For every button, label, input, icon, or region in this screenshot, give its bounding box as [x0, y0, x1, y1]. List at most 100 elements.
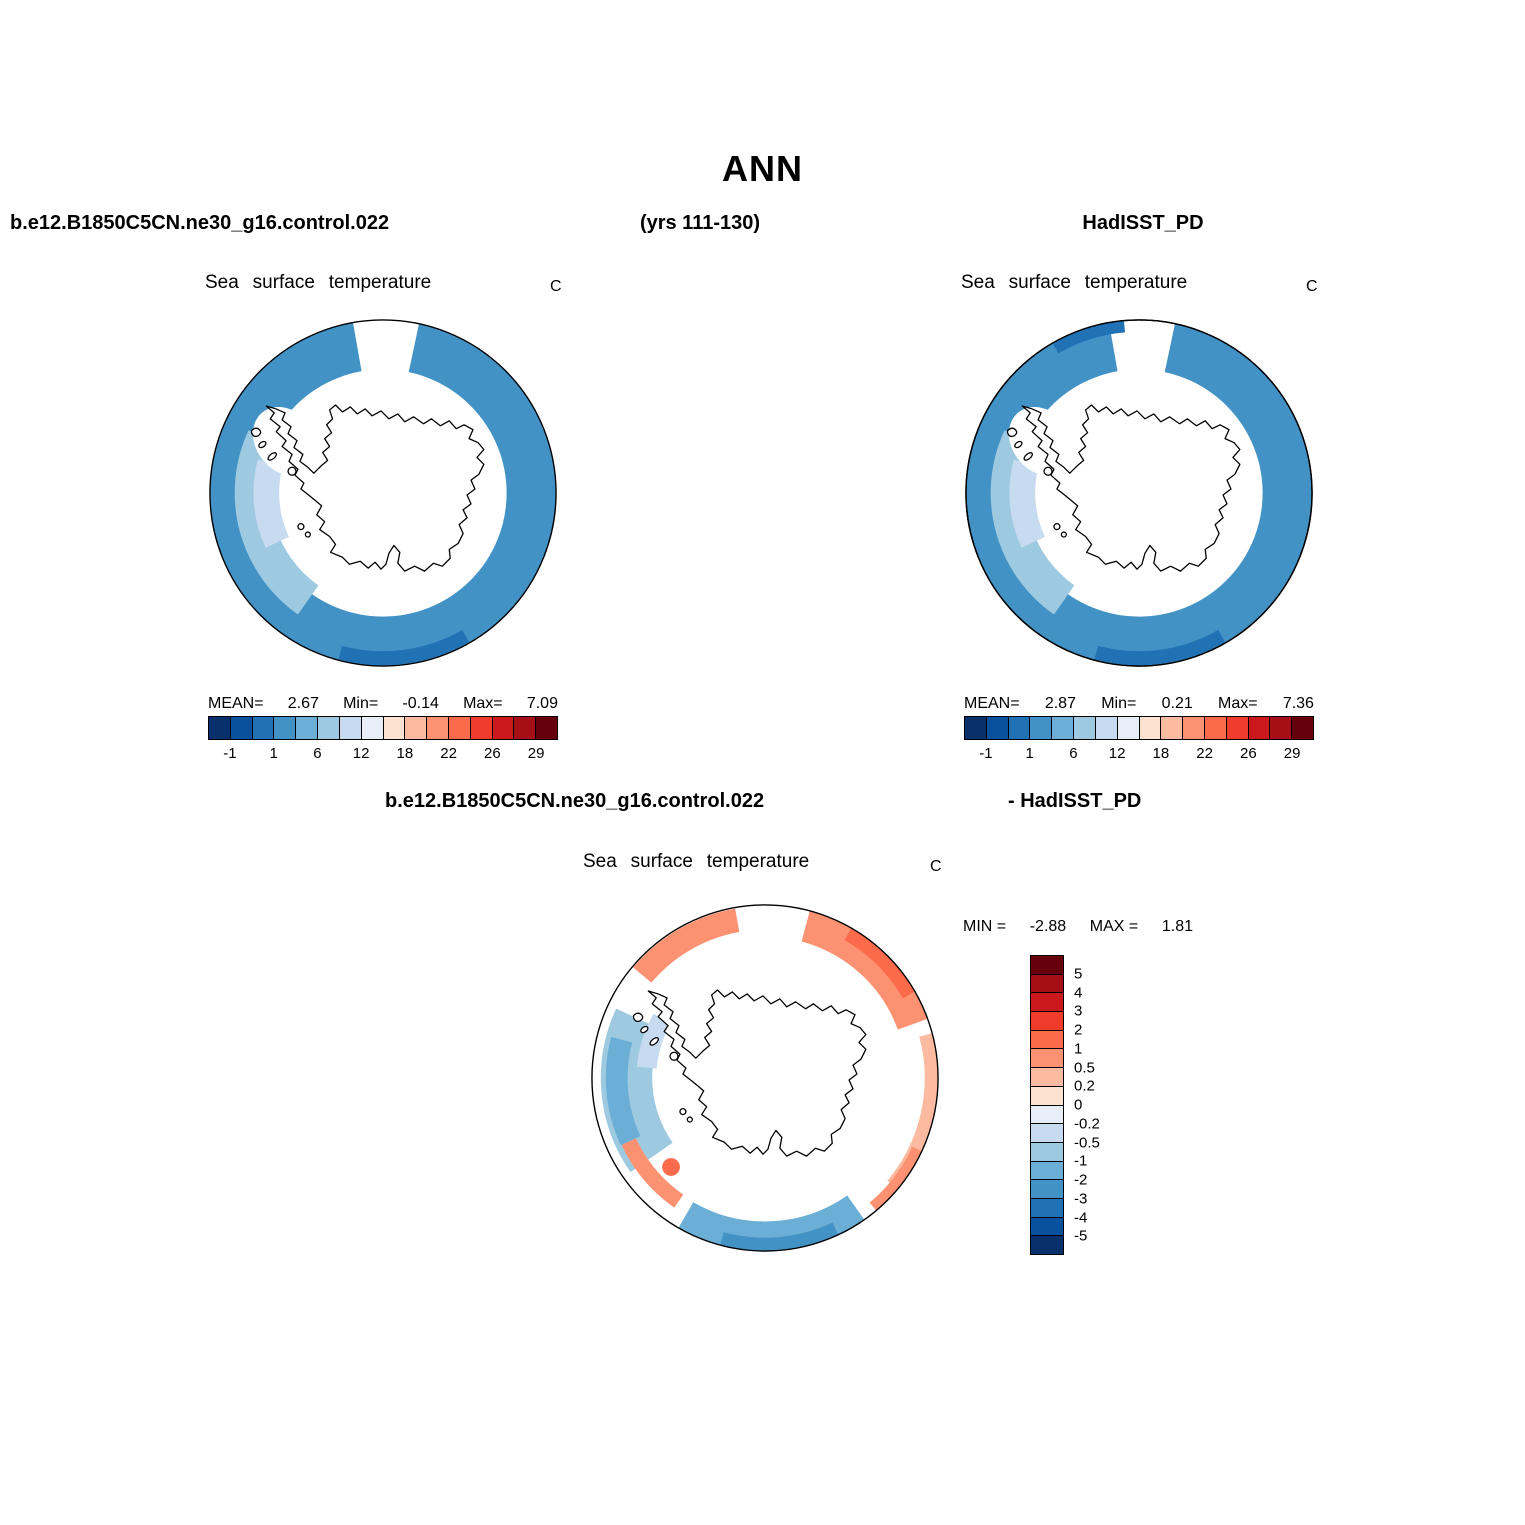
colorbar-cell [209, 717, 231, 739]
unit-label-model: C [550, 278, 562, 295]
colorbar-cell [1031, 1030, 1063, 1050]
cold-bias-core [605, 1036, 641, 1146]
colorbar-cell [1031, 956, 1063, 975]
sst-map-diff [591, 904, 939, 1252]
sst-map-obs [965, 319, 1313, 667]
colorbar-obs [964, 716, 1314, 740]
warm-bias-core [844, 928, 915, 999]
colorbar-tick: 5 [1074, 965, 1083, 983]
colorbar-tick: -1 [1074, 1152, 1088, 1170]
colorbar-cell [383, 717, 406, 739]
colorbar-tick: 4 [1074, 984, 1083, 1001]
colorbar-tick: 18 [1152, 745, 1170, 762]
stats-row-model: MEAN= 2.67 Min= -0.14 Max= 7.09 [208, 695, 558, 713]
cold-bias-core [720, 1222, 838, 1251]
colorbar-cell [1031, 1124, 1063, 1143]
colorbar-tick: 3 [1074, 1002, 1083, 1020]
warm-bias-arc [869, 1146, 923, 1211]
colorbar-cell [405, 717, 428, 739]
diff-header-right: - HadISST_PD [1008, 790, 1142, 812]
warm-bias-arc [801, 908, 930, 1031]
sst-map-model [205, 315, 561, 671]
map-title-obs: Sea surface temperature [961, 272, 1188, 293]
colorbar-tick: 1 [1074, 1040, 1083, 1058]
mean-value: 2.67 [287, 695, 319, 712]
colorbar-tick: -3 [1074, 1190, 1088, 1208]
colorbar-cell [1031, 1180, 1063, 1199]
colorbar-tick: -4 [1074, 1209, 1088, 1226]
min-label: Min= [1101, 695, 1137, 712]
colorbar-tick: 12 [352, 745, 370, 762]
colorbar-cell [252, 717, 275, 739]
colorbar-cell [318, 717, 340, 739]
colorbar-ticks-model: -1 1 6 12 18 22 26 29 [208, 745, 558, 765]
colorbar-cell [965, 717, 987, 739]
colorbar-cell [1204, 717, 1227, 739]
warm-bias-arc [621, 1138, 684, 1208]
colorbar-cell [1248, 717, 1271, 739]
colorbar-tick: 29 [527, 745, 545, 762]
header-model-right: HadISST_PD [1082, 212, 1204, 234]
colorbar-tick: -1 [979, 745, 993, 762]
colorbar-tick: 6 [313, 745, 322, 762]
colorbar-cell [1183, 717, 1205, 739]
colorbar-cell [536, 717, 557, 739]
colorbar-cell [274, 717, 297, 739]
colorbar-cell [339, 717, 362, 739]
stats-row-diff: MIN = -2.88 MAX = 1.81 [963, 918, 1193, 936]
unit-label-diff: C [930, 858, 942, 875]
page-title: ANN [722, 148, 803, 189]
colorbar-cell [1074, 717, 1096, 739]
colorbar-cell [1052, 717, 1075, 739]
header-years: (yrs 111-130) [639, 212, 761, 234]
diff-header-left: b.e12.B1850C5CN.ne30_g16.control.022 [385, 790, 765, 812]
colorbar-cell [427, 717, 449, 739]
colorbar-cell [1139, 717, 1162, 739]
min-label: MIN = [963, 918, 1007, 935]
mean-value: 2.87 [1044, 695, 1076, 712]
colorbar-cell [448, 717, 471, 739]
mean-label: MEAN= [208, 695, 264, 712]
colorbar-cell [1031, 1049, 1063, 1069]
colorbar-tick: 26 [1240, 745, 1257, 762]
colorbar-tick: 12 [1108, 745, 1126, 762]
colorbar-cell [1226, 717, 1249, 739]
cold-patch [1052, 320, 1126, 354]
unit-label-obs: C [1306, 278, 1318, 295]
colorbar-cell [1031, 1217, 1063, 1237]
colorbar-diff [1030, 955, 1064, 1255]
stats-row-obs: MEAN= 2.87 Min= 0.21 Max= 7.36 [964, 695, 1314, 713]
colorbar-tick: 22 [1196, 745, 1213, 762]
colorbar-tick: 29 [1283, 745, 1301, 762]
colorbar-tick: 18 [396, 745, 414, 762]
colorbar-cell [1292, 717, 1313, 739]
colorbar-cell [1031, 974, 1063, 994]
max-label: Max= [1217, 695, 1258, 712]
colorbar-cell [296, 717, 319, 739]
colorbar-tick: 1 [269, 745, 278, 762]
map-title-diff: Sea surface temperature [583, 851, 810, 872]
warm-bias-blob [662, 1158, 680, 1176]
colorbar-cell [1031, 1068, 1063, 1087]
colorbar-tick: 0.2 [1074, 1077, 1095, 1095]
colorbar-tick: -0.2 [1074, 1115, 1100, 1133]
colorbar-cell [230, 717, 253, 739]
colorbar-ticks-diff: 5 4 3 2 1 0.5 0.2 0 -0.2 -0.5 -1 -2 -3 -… [1074, 955, 1134, 1255]
map-title-model: Sea surface temperature [205, 272, 432, 293]
colorbar-tick: -1 [223, 745, 237, 762]
max-value: 7.36 [1282, 695, 1314, 712]
colorbar-cell [1117, 717, 1140, 739]
warm-bias-arc [633, 908, 740, 983]
colorbar-model [208, 716, 558, 740]
colorbar-cell [470, 717, 493, 739]
max-label: Max= [463, 695, 503, 712]
colorbar-cell [1030, 717, 1053, 739]
colorbar-cell [1031, 1161, 1063, 1181]
colorbar-tick: 22 [440, 745, 457, 762]
colorbar-cell [1031, 1086, 1063, 1106]
min-label: Min= [343, 695, 379, 712]
min-value: -0.14 [402, 695, 439, 712]
colorbar-cell [1161, 717, 1184, 739]
colorbar-tick: 1 [1025, 745, 1034, 762]
header-model-left: b.e12.B1850C5CN.ne30_g16.control.022 [10, 212, 390, 234]
